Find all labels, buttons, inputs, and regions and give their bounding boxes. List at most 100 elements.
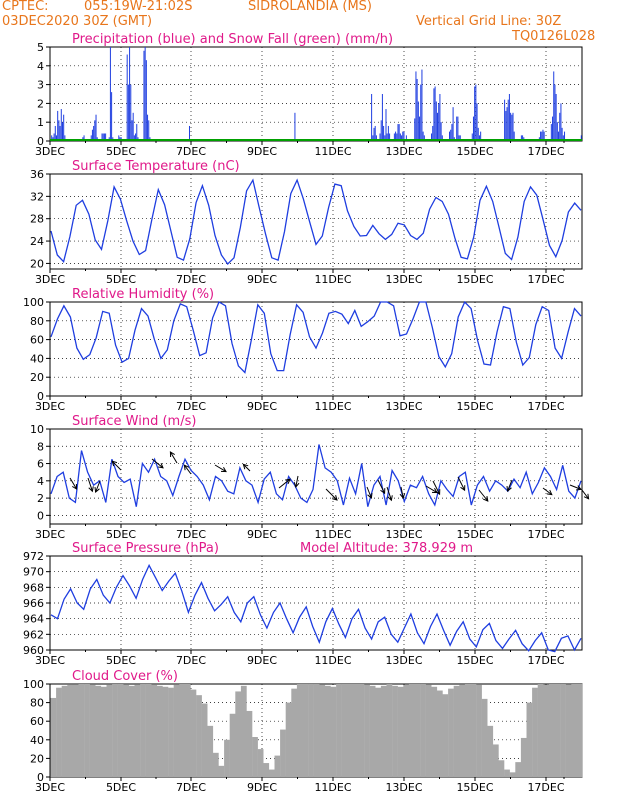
- precip-bar: [402, 131, 404, 141]
- cloud-bar: [358, 684, 365, 777]
- cloud-bar: [224, 739, 230, 777]
- cloud-bar: [263, 763, 270, 777]
- precip-bar: [564, 131, 566, 141]
- cloud-bar: [324, 685, 331, 777]
- precip-bar: [508, 94, 510, 141]
- pres-xtick-label: 9DEC: [247, 654, 277, 667]
- wind-xtick-label: 17DEC: [527, 528, 564, 541]
- precip-bar: [560, 103, 562, 141]
- precip-bar: [399, 133, 401, 141]
- temp-frame: [49, 173, 583, 270]
- cloud-xtick-label: 5DEC: [106, 781, 136, 794]
- temp-xtick-label: 15DEC: [456, 273, 493, 286]
- precip-bar: [53, 133, 55, 141]
- cloud-bar: [268, 769, 275, 777]
- precip-bar: [55, 135, 57, 141]
- precip-bar: [61, 122, 63, 141]
- wind-ytick-label: 4: [37, 475, 44, 488]
- wind-arrow: [325, 488, 338, 501]
- wind-arrow: [400, 486, 404, 499]
- precip-bar: [562, 135, 564, 141]
- precip-bar: [559, 112, 561, 141]
- wind-arrow-head: [220, 467, 227, 473]
- cloud-bar: [476, 684, 482, 777]
- pres-annotation: Model Altitude: 378.929 m: [300, 541, 473, 556]
- cloud-bar: [554, 684, 561, 777]
- precip-bar: [129, 47, 131, 141]
- precip-bar: [91, 129, 93, 141]
- source-label: CPTEC:: [2, 0, 49, 14]
- cloud-bar: [56, 687, 62, 777]
- wind-arrow: [425, 485, 438, 494]
- precip-bar: [431, 133, 433, 141]
- rh-title: Relative Humidity (%): [72, 287, 214, 302]
- precip-ytick-label: 2: [37, 97, 44, 110]
- precip-ytick-label: 4: [37, 60, 44, 73]
- precip-xtick-label: 3DEC: [35, 145, 65, 158]
- pres-ytick-label: 964: [23, 613, 44, 626]
- wind-arrow: [183, 464, 192, 475]
- precip-bar: [60, 109, 62, 141]
- precip-bar: [414, 118, 416, 141]
- precip-xtick-label: 17DEC: [527, 145, 564, 158]
- cloud-bar: [504, 769, 510, 777]
- precip-bar: [105, 133, 107, 141]
- precip-bar: [417, 101, 419, 141]
- precip-bar: [555, 94, 557, 141]
- rh-ytick-label: 40: [30, 352, 44, 365]
- precip-bar: [472, 116, 474, 141]
- model-code-label: TQ0126L028: [512, 29, 596, 44]
- precip-bar: [381, 94, 383, 141]
- pres-xtick-label: 13DEC: [385, 654, 422, 667]
- cloud-bar: [61, 685, 68, 777]
- cloud-bar: [274, 755, 281, 777]
- precip-bar: [387, 125, 389, 141]
- pres-xtick-label: 5DEC: [106, 654, 136, 667]
- wind-arrow-head: [284, 478, 291, 485]
- wind-ytick-label: 0: [37, 509, 44, 522]
- rh-xtick-label: 9DEC: [247, 400, 277, 413]
- cloud-bar: [420, 684, 426, 777]
- precip-bar: [135, 133, 137, 141]
- precip-xtick-label: 11DEC: [314, 145, 351, 158]
- precip-bar: [580, 135, 582, 141]
- cloud-bar: [470, 684, 477, 777]
- location-label: SIDROLANDIA (MS): [248, 0, 373, 14]
- precip-bar: [422, 131, 424, 141]
- precip-bar: [397, 124, 399, 141]
- cloud-bar: [448, 688, 454, 777]
- wind-arrow-head: [435, 489, 441, 496]
- cloud-bar: [291, 688, 298, 777]
- wind-arrow: [69, 477, 78, 490]
- cloud-xtick-label: 9DEC: [247, 781, 277, 794]
- temp-xtick-label: 5DEC: [106, 273, 136, 286]
- precip-bar: [553, 71, 555, 141]
- cloud-bar: [190, 689, 197, 777]
- precip-bar: [373, 127, 375, 141]
- rh-ytick-label: 0: [37, 390, 44, 403]
- pres-title: Surface Pressure (hPa): [72, 541, 219, 556]
- cloud-bar: [532, 687, 538, 777]
- wind-ytick-label: 10: [30, 423, 44, 436]
- wind-arrow: [432, 480, 441, 495]
- precip-bar: [510, 112, 512, 141]
- cloud-bar: [168, 687, 174, 777]
- rh-ytick-label: 80: [30, 315, 44, 328]
- precip-bar: [434, 86, 436, 141]
- wind-arrow: [278, 478, 291, 489]
- wind-frame: [49, 428, 583, 525]
- precip-bar: [131, 120, 133, 141]
- panel-precip: 0 1 2 3 4 5 3DEC 5DEC 7DEC 9DEC 11DEC 13DEC 15DEC 17D…: [35, 32, 583, 158]
- wind-arrow: [569, 484, 582, 490]
- rh-ytick-label: 20: [30, 371, 44, 384]
- temp-xtick-label: 11DEC: [314, 273, 351, 286]
- temp-ytick-label: 24: [30, 235, 44, 248]
- wind-arrow-head: [293, 482, 300, 489]
- precip-bar: [188, 125, 190, 141]
- cloud-bar: [72, 684, 79, 777]
- precip-bar: [379, 133, 381, 141]
- precip-bar: [520, 135, 522, 141]
- precip-bar: [374, 125, 376, 141]
- chart-header: CPTEC: 055:19W-21:02S SIDROLANDIA (MS) 0…: [0, 0, 618, 48]
- rh-xtick-label: 13DEC: [385, 400, 422, 413]
